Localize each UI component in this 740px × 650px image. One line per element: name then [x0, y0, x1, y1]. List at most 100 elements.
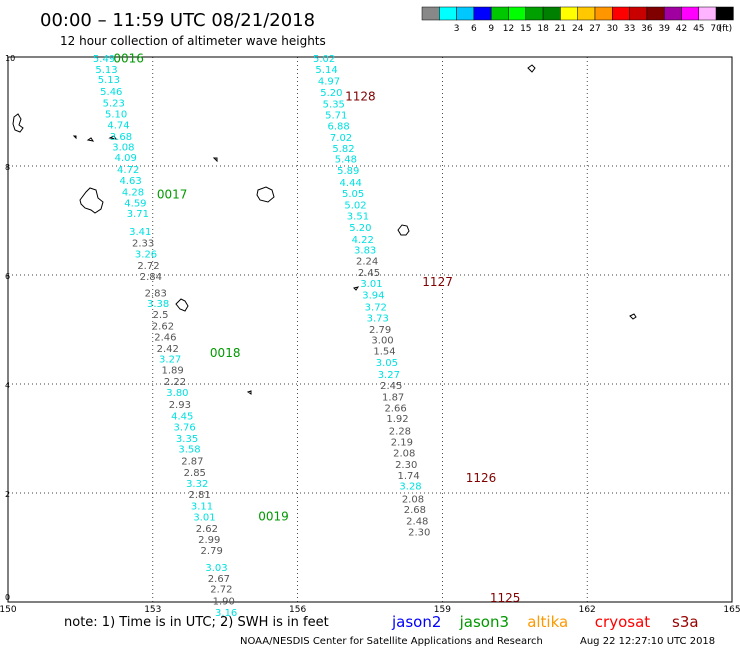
wave-height-value: 2.62 [152, 322, 174, 333]
wave-height-value: 2.45 [380, 381, 402, 392]
y-tick-label: 0 [5, 593, 10, 602]
track-time-label: 1128 [345, 90, 376, 104]
wave-height-value: 4.63 [119, 176, 141, 187]
wave-height-value: 3.01 [193, 512, 215, 523]
wave-height-value: 3.68 [110, 132, 132, 143]
wave-height-value: 1.92 [386, 414, 408, 425]
legend-label: 12 [503, 24, 514, 34]
legend-label: 9 [488, 24, 494, 34]
satellite-name: jason3 [459, 613, 509, 631]
wave-height-value: 5.23 [103, 99, 125, 110]
legend-swatch [421, 6, 440, 21]
footer-timestamp: Aug 22 12:27:10 UTC 2018 [580, 636, 715, 647]
wave-height-value: 3.16 [215, 608, 237, 619]
wave-height-value: 2.87 [181, 457, 203, 468]
wave-height-value: 4.59 [124, 198, 146, 209]
legend-swatch [473, 6, 492, 21]
legend-swatch [629, 6, 648, 21]
wave-height-value: 3.94 [362, 290, 384, 301]
wave-height-value: 1.90 [213, 597, 235, 608]
wave-height-value: 2.33 [132, 239, 154, 250]
wave-height-value: 2.19 [391, 438, 413, 449]
wave-height-value: 2.30 [395, 460, 417, 471]
wave-height-value: 1.54 [373, 347, 395, 358]
wave-height-value: 2.5 [153, 310, 169, 321]
wave-height-value: 2.68 [404, 505, 426, 516]
legend-swatch [525, 6, 544, 21]
wave-height-value: 2.79 [369, 325, 391, 336]
wave-height-value: 5.13 [98, 75, 120, 86]
satellite-name: cryosat [595, 613, 650, 631]
y-tick-label: 6 [5, 272, 10, 281]
track-time-label: 1127 [422, 275, 453, 289]
island-shape [527, 64, 536, 73]
wave-height-value: 2.66 [384, 403, 406, 414]
legend-label: 24 [572, 24, 584, 34]
wave-height-value: 5.35 [323, 100, 345, 111]
wave-height-value: 4.44 [340, 178, 362, 189]
x-tick-label: 162 [579, 605, 596, 615]
x-tick-label: 150 [0, 605, 17, 615]
x-tick-label: 153 [144, 605, 161, 615]
x-tick-label: 165 [723, 605, 740, 615]
footer-credit: NOAA/NESDIS Center for Satellite Applica… [240, 636, 543, 647]
satellite-name: jason2 [391, 613, 441, 631]
island-shape [175, 298, 189, 312]
wave-height-value: 3.32 [186, 479, 208, 490]
wave-height-value: 5.10 [105, 109, 127, 120]
legend-swatch [577, 6, 596, 21]
y-tick-label: 10 [5, 54, 15, 63]
wave-height-value: 5.20 [349, 223, 371, 234]
legend-label: 33 [624, 24, 635, 34]
track-time-label: 1126 [466, 471, 497, 485]
wave-height-value: 2.83 [145, 288, 167, 299]
wave-height-value: 3.00 [371, 336, 393, 347]
island-shape [12, 113, 24, 133]
satellite-legend: jason2 jason3 altika cryosat s3a [391, 613, 699, 631]
wave-height-value: 5.71 [325, 111, 347, 122]
jason3-track-west: 5.495.135.135.465.235.104.743.683.084.09… [93, 54, 237, 619]
legend-swatch [715, 6, 734, 21]
wave-height-legend: 3 6 9 12 15 18 21 24 27 30 33 36 39 42 45 70(ft) [421, 6, 734, 34]
wave-height-value: 2.79 [201, 546, 223, 557]
s3a-track-east: 5.025.144.975.205.355.716.887.025.825.48… [313, 54, 430, 539]
legend-label: 21 [555, 24, 566, 34]
wave-height-value: 2.67 [208, 574, 230, 585]
wave-height-value: 5.20 [320, 88, 342, 99]
footer-note: note: 1) Time is in UTC; 2) SWH is in fe… [64, 615, 329, 630]
legend-swatch [490, 6, 509, 21]
grid-lines [8, 57, 732, 602]
map-subtitle: 12 hour collection of altimeter wave hei… [60, 34, 326, 48]
wave-height-value: 3.76 [174, 422, 196, 433]
wave-height-value: 2.22 [164, 377, 186, 388]
wave-height-value: 3.38 [147, 299, 169, 310]
track-time-label: 1125 [490, 591, 521, 605]
legend-label: 42 [676, 24, 687, 34]
legend-label: 36 [641, 24, 653, 34]
wave-height-value: 3.28 [399, 482, 421, 493]
legend-label: 27 [589, 24, 600, 34]
legend-swatch [508, 6, 527, 21]
wave-height-value: 2.93 [169, 400, 191, 411]
wave-height-value: 3.72 [365, 302, 387, 313]
wave-height-value: 3.41 [129, 227, 151, 238]
legend-label: 45 [693, 24, 704, 34]
track-time-label: 0018 [210, 346, 241, 360]
wave-height-value: 1.87 [382, 392, 404, 403]
wave-height-value: 7.02 [330, 133, 352, 144]
island-shape [72, 135, 360, 395]
track-time-label: 0019 [258, 509, 289, 523]
wave-height-value: 4.09 [115, 153, 137, 164]
plot-frame [7, 56, 733, 603]
wave-height-value: 2.08 [393, 448, 415, 459]
wave-height-value: 3.27 [378, 370, 400, 381]
wave-height-value: 1.74 [397, 471, 419, 482]
wave-height-value: 2.42 [157, 344, 179, 355]
wave-height-value: 3.83 [354, 246, 376, 257]
legend-label: (ft) [719, 24, 733, 34]
wave-height-value: 1.89 [161, 366, 183, 377]
wave-height-value: 3.26 [135, 250, 157, 261]
wave-height-value: 2.48 [406, 517, 428, 528]
wave-height-value: 2.45 [358, 268, 380, 279]
